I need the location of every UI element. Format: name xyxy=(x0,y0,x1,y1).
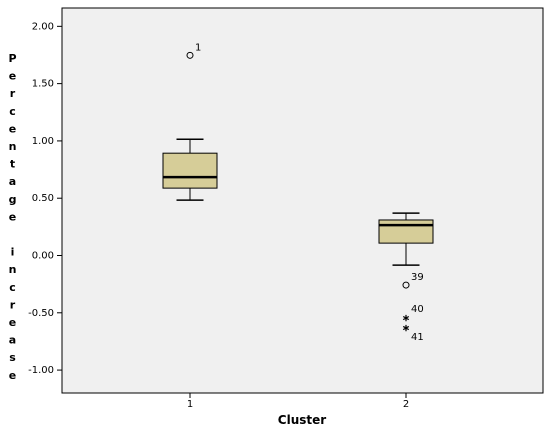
outlier-label: 39 xyxy=(411,272,424,283)
y-tick-label: -1.00 xyxy=(28,365,54,376)
plot-area xyxy=(61,7,544,394)
outlier xyxy=(402,281,410,289)
y-tick-label: 2.00 xyxy=(32,21,54,32)
outlier-label: 41 xyxy=(411,332,424,343)
box xyxy=(162,152,218,189)
y-tick-label: 0.00 xyxy=(32,251,54,262)
x-tick-label: 2 xyxy=(403,399,409,410)
y-tick-label: 0.50 xyxy=(32,193,54,204)
box xyxy=(378,219,434,244)
outlier-label: 40 xyxy=(411,304,424,315)
extreme-outlier xyxy=(402,314,410,322)
x-tick-label: 1 xyxy=(187,399,193,410)
y-tick-label: 1.50 xyxy=(32,79,54,90)
x-axis-label: Cluster xyxy=(277,413,327,427)
outlier xyxy=(186,51,194,59)
y-axis-label: Percentage increase xyxy=(6,52,19,387)
y-tick-label: 1.00 xyxy=(32,136,54,147)
outlier-label: 1 xyxy=(195,42,201,53)
extreme-outlier xyxy=(402,324,410,332)
y-tick-label: -0.50 xyxy=(28,308,54,319)
